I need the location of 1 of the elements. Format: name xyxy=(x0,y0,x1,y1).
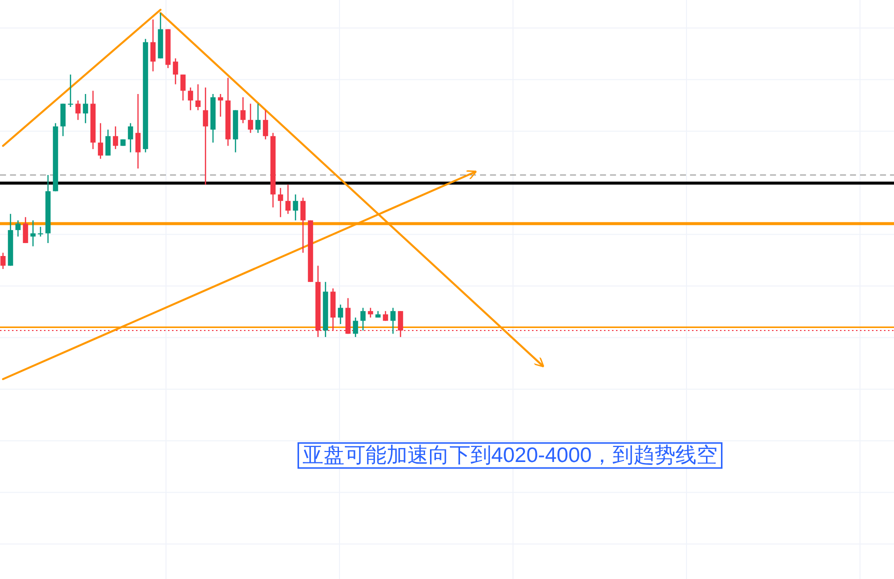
annotation: 亚盘可能加速向下到4020-4000，到趋势线空 xyxy=(302,444,718,467)
